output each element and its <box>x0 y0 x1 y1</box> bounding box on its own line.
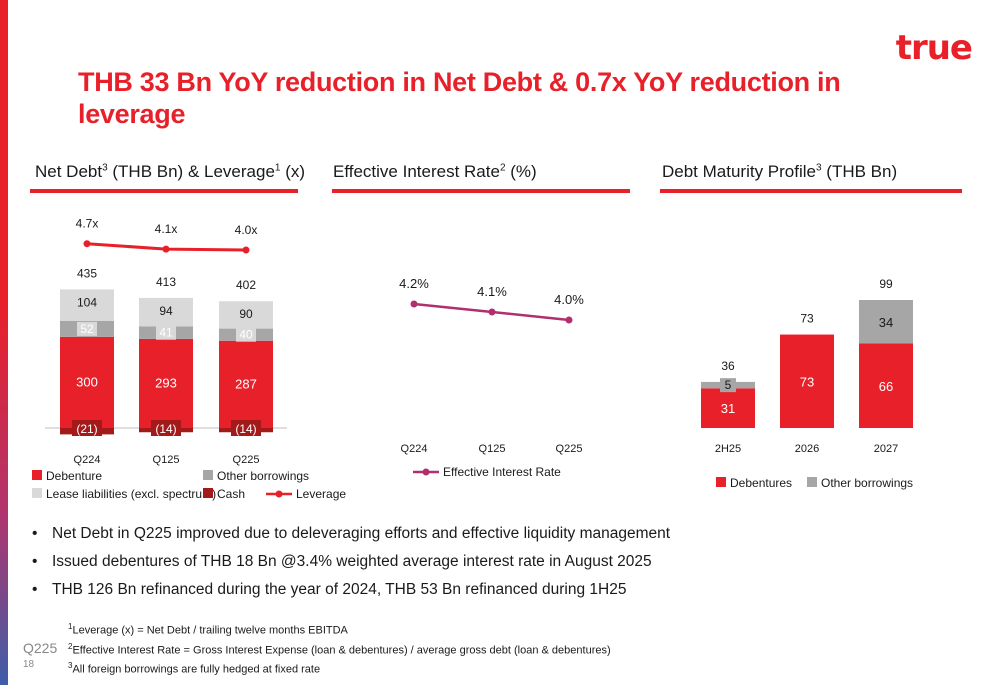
x-tick-label: Q225 <box>556 443 583 455</box>
bar-segment <box>859 343 913 428</box>
legend-label: Other borrowings <box>217 469 309 483</box>
panel-title-interest-rate: Effective Interest Rate2 (%) <box>333 162 537 181</box>
total-label: 99 <box>879 277 893 291</box>
data-label: 4.2% <box>399 276 429 291</box>
footnote: 3All foreign borrowings are fully hedged… <box>68 661 321 676</box>
bar-segment <box>60 336 114 428</box>
data-label-box <box>151 420 181 436</box>
data-label: 4.0% <box>554 292 584 307</box>
panel-rule-interest-rate <box>332 189 630 193</box>
data-label: (21) <box>76 422 97 436</box>
slide-title: THB 33 Bn YoY reduction in Net Debt & 0.… <box>78 67 841 129</box>
footnote: 1Leverage (x) = Net Debt / trailing twel… <box>68 622 348 637</box>
true-logo: true <box>895 28 973 68</box>
x-tick-label: Q224 <box>74 454 101 466</box>
data-label-box <box>72 420 102 436</box>
legend-swatch <box>807 477 817 487</box>
data-label: 90 <box>239 307 253 321</box>
charts-canvas: 300 52 104 (21) 435 Q224 293 41 94 (14) 413 Q125 287… <box>32 217 913 501</box>
bar-segment <box>139 297 193 327</box>
panel-title-net-debt: Net Debt3 (THB Bn) & Leverage1 (x) <box>35 162 306 181</box>
bar-segment <box>139 338 193 428</box>
leverage-point <box>83 240 91 248</box>
data-label: 66 <box>879 379 893 394</box>
legend-line-marker <box>275 490 283 498</box>
legend-swatch <box>203 488 213 498</box>
panel-rule-net-debt <box>30 189 298 193</box>
legend-line-marker <box>422 468 430 476</box>
data-label: 52 <box>80 322 94 336</box>
bullet-item: THB 126 Bn refinanced during the year of… <box>30 576 670 604</box>
bar-segment <box>219 301 273 329</box>
data-label-box <box>236 327 256 342</box>
data-label: 104 <box>77 295 97 309</box>
data-label: 5 <box>725 378 732 392</box>
x-tick-label: Q125 <box>153 454 180 466</box>
data-label: (14) <box>155 422 176 436</box>
legend-swatch <box>32 488 42 498</box>
x-tick-label: Q125 <box>479 443 506 455</box>
bar-segment <box>60 289 114 321</box>
bar-segment <box>859 300 913 344</box>
total-label: 402 <box>236 278 256 292</box>
panel-rule-debt-maturity <box>660 189 962 193</box>
legend-swatch <box>32 470 42 480</box>
data-label: 4.1% <box>477 284 507 299</box>
data-label-box <box>77 321 97 336</box>
legend-label: Leverage <box>296 487 346 501</box>
bar-segment <box>219 340 273 428</box>
legend-label: Other borrowings <box>821 476 913 490</box>
footnote: 2Effective Interest Rate = Gross Interes… <box>68 641 611 657</box>
footnotes: 1Leverage (x) = Net Debt / trailing twel… <box>68 619 611 678</box>
legend-label: Cash <box>217 487 245 501</box>
leverage-label: 4.0x <box>235 223 258 237</box>
total-label: 413 <box>156 275 176 289</box>
interest-rate-point <box>488 308 496 316</box>
data-label-box <box>156 325 176 340</box>
data-label-box <box>720 378 736 393</box>
panel-title-debt-maturity: Debt Maturity Profile3 (THB Bn) <box>662 162 898 181</box>
legend-swatch <box>203 470 213 480</box>
data-label: 293 <box>155 375 177 390</box>
data-label: 31 <box>721 401 735 416</box>
total-label: 36 <box>721 359 735 373</box>
bar-segment <box>701 388 755 428</box>
bullet-item: Net Debt in Q225 improved due to delever… <box>30 520 670 548</box>
x-tick-label: 2H25 <box>715 443 741 455</box>
bullet-list: Net Debt in Q225 improved due to delever… <box>30 520 670 604</box>
data-label-box <box>231 420 261 436</box>
total-label: 435 <box>77 266 97 280</box>
leverage-label: 4.1x <box>155 222 178 236</box>
data-label: 40 <box>239 328 253 342</box>
data-label: 73 <box>800 374 814 389</box>
page-tag: Q225 <box>23 640 58 656</box>
data-label: (14) <box>235 422 256 436</box>
legend-swatch <box>716 477 726 487</box>
x-tick-label: Q224 <box>401 443 428 455</box>
data-label: 94 <box>159 304 173 318</box>
legend-label: Debentures <box>730 476 792 490</box>
side-accent-bar <box>0 0 8 685</box>
page-number: 18 <box>23 659 35 670</box>
legend-label: Effective Interest Rate <box>443 465 561 479</box>
data-label: 41 <box>159 326 173 340</box>
leverage-label: 4.7x <box>76 217 99 231</box>
x-tick-label: Q225 <box>233 454 260 466</box>
data-label: 34 <box>879 315 893 330</box>
total-label: 73 <box>800 312 814 326</box>
leverage-point <box>242 246 250 254</box>
bar-segment <box>780 334 834 428</box>
interest-rate-point <box>410 300 418 308</box>
legend-label: Debenture <box>46 469 102 483</box>
x-tick-label: 2026 <box>795 443 819 455</box>
interest-rate-point <box>565 316 573 324</box>
leverage-point <box>162 245 170 253</box>
legend-label: Lease liabilities (excl. spectrum) <box>46 487 216 501</box>
x-tick-label: 2027 <box>874 443 898 455</box>
data-label: 300 <box>76 374 98 389</box>
data-label: 287 <box>235 376 257 391</box>
bullet-item: Issued debentures of THB 18 Bn @3.4% wei… <box>30 548 670 576</box>
